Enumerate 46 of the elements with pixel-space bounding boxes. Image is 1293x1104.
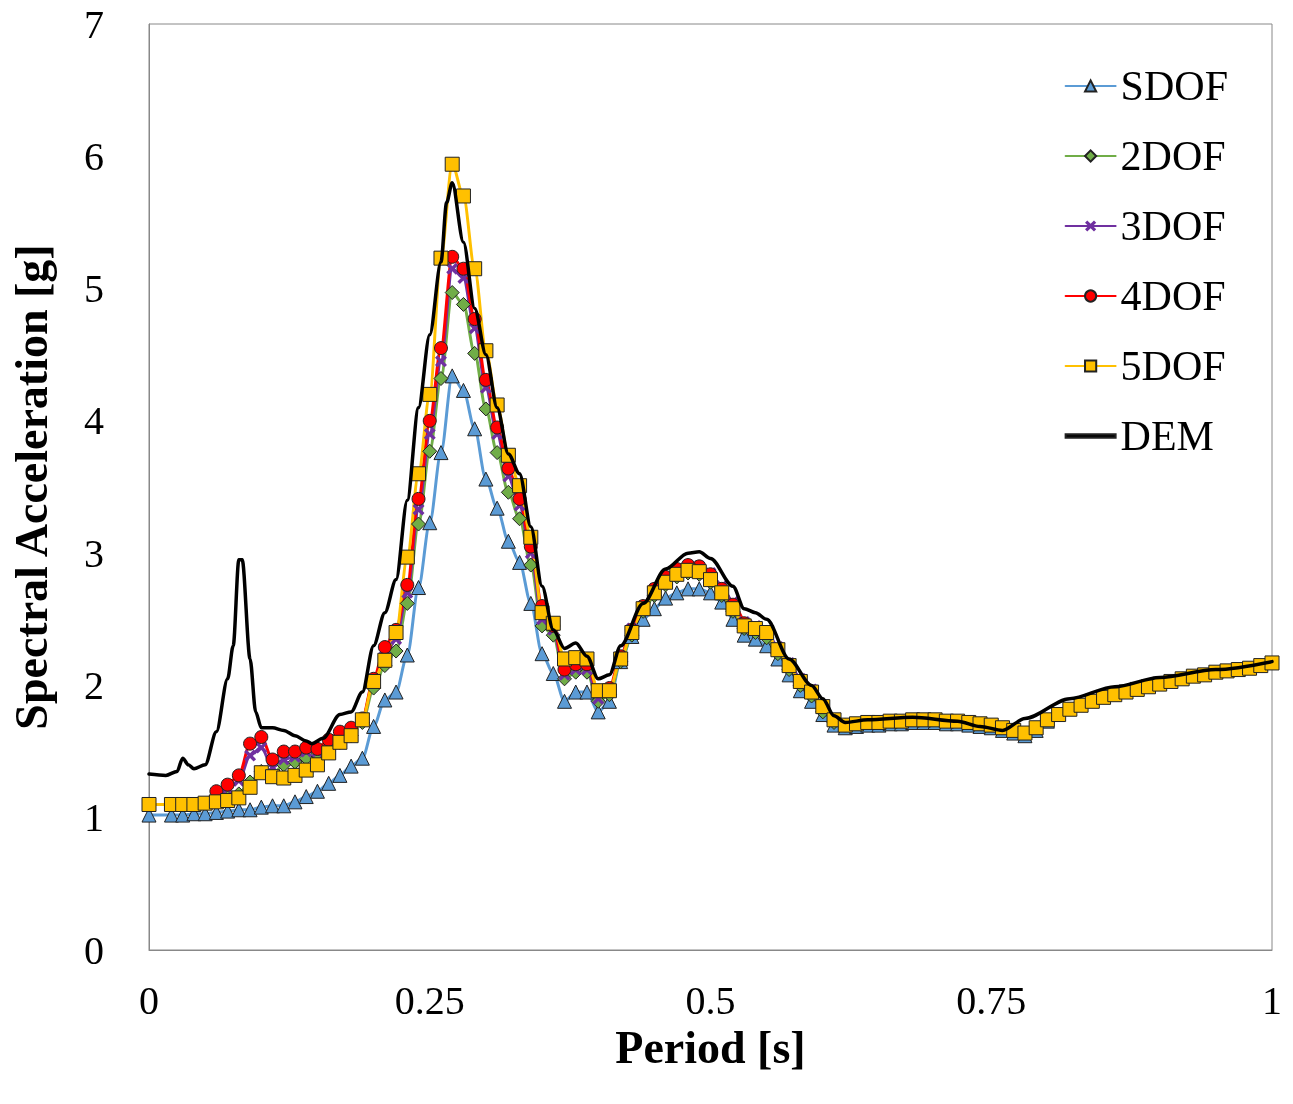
legend-label: 2DOF [1120,133,1226,179]
point [444,285,460,301]
legend-label: 5DOF [1120,343,1226,389]
point [411,516,427,532]
y-axis-title: Spectral Acceleration [g] [5,244,57,730]
y-tick-label: 5 [84,266,104,312]
x-tick-label: 0.25 [394,977,465,1023]
point [422,413,437,428]
x-tick-label: 0.5 [685,977,736,1023]
point [501,461,516,476]
x-tick-label: 0.75 [956,977,1027,1023]
point [500,484,516,500]
y-tick-label: 4 [84,398,104,444]
y-tick-label: 3 [84,530,104,576]
y-tick-label: 7 [84,1,104,47]
point [265,752,280,767]
point [411,491,426,506]
point [254,730,269,745]
legend-label: DEM [1120,413,1214,459]
point [400,577,415,592]
legend-label: SDOF [1120,63,1229,109]
point [243,736,258,751]
point [455,296,471,312]
point [422,443,438,459]
point [433,371,449,387]
point [433,341,448,356]
y-tick-label: 2 [84,662,104,708]
y-tick-label: 0 [84,927,104,973]
x-tick-label: 1 [1262,977,1282,1023]
point [220,777,235,792]
legend-label: 3DOF [1120,203,1226,249]
point [288,744,302,759]
point [244,749,257,762]
y-tick-label: 6 [84,133,104,179]
point [512,511,528,527]
point [388,643,404,659]
x-tick-label: 0 [139,977,159,1023]
legend-label: 4DOF [1120,273,1226,319]
point [423,428,436,441]
point [377,640,392,655]
point [276,744,291,759]
y-tick-label: 1 [84,795,104,841]
x-axis-title: Period [s] [615,1022,806,1074]
point [434,355,447,368]
point [231,768,246,783]
point [399,595,415,611]
